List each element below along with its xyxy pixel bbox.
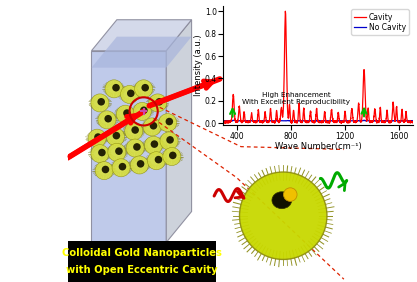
Line: No Cavity: No Cavity (223, 120, 413, 121)
Circle shape (98, 111, 116, 129)
Circle shape (94, 133, 102, 141)
No Cavity (405, 119, 410, 122)
Circle shape (144, 136, 163, 154)
Text: Colloidal Gold Nanoparticles: Colloidal Gold Nanoparticles (62, 248, 221, 258)
Circle shape (140, 107, 148, 114)
Circle shape (125, 122, 143, 140)
Text: with Open Eccentric Cavity: with Open Eccentric Cavity (66, 265, 218, 275)
Circle shape (133, 143, 141, 151)
Polygon shape (91, 51, 166, 243)
Circle shape (88, 129, 106, 147)
Y-axis label: Intensity (a.u.): Intensity (a.u.) (194, 35, 203, 96)
Circle shape (147, 152, 166, 170)
Circle shape (158, 114, 177, 132)
Circle shape (105, 80, 123, 98)
Circle shape (119, 163, 126, 170)
Circle shape (104, 115, 112, 122)
Circle shape (131, 156, 148, 174)
No Cavity (230, 119, 235, 122)
Circle shape (150, 122, 157, 129)
Circle shape (166, 118, 173, 125)
Circle shape (127, 90, 135, 97)
Circle shape (112, 84, 120, 91)
Circle shape (115, 147, 123, 155)
Circle shape (116, 105, 134, 123)
Circle shape (143, 118, 161, 136)
Cavity (223, 122, 228, 125)
Circle shape (106, 128, 124, 146)
Circle shape (239, 172, 327, 259)
Cavity (313, 117, 318, 120)
Cavity (410, 121, 415, 124)
Circle shape (98, 98, 105, 105)
No Cavity (370, 119, 375, 122)
Cavity (221, 120, 226, 123)
Circle shape (133, 102, 151, 120)
Circle shape (149, 94, 167, 112)
Circle shape (137, 160, 144, 168)
Circle shape (169, 152, 176, 159)
Cavity (405, 119, 410, 123)
No Cavity (313, 119, 318, 122)
Circle shape (284, 188, 297, 201)
Circle shape (141, 84, 149, 91)
Cavity (230, 96, 235, 100)
Polygon shape (91, 37, 191, 68)
No Cavity (410, 119, 415, 122)
Circle shape (126, 139, 144, 157)
Polygon shape (166, 20, 191, 243)
Cavity (370, 120, 375, 124)
Circle shape (123, 109, 131, 117)
No Cavity (405, 119, 410, 122)
Circle shape (121, 85, 138, 103)
X-axis label: Wave Number(cm⁻¹): Wave Number(cm⁻¹) (274, 142, 362, 151)
Circle shape (98, 149, 106, 156)
Circle shape (102, 166, 109, 173)
No Cavity (319, 119, 324, 123)
Circle shape (166, 136, 174, 144)
Ellipse shape (272, 192, 291, 209)
Text: High Enhancement
With Excellent Reproducibility: High Enhancement With Excellent Reproduc… (242, 92, 350, 105)
Circle shape (91, 145, 109, 163)
Circle shape (156, 98, 163, 105)
Circle shape (135, 80, 153, 98)
Circle shape (155, 156, 162, 163)
Cavity (308, 109, 313, 113)
Circle shape (112, 159, 130, 177)
Circle shape (108, 143, 126, 161)
Cavity (283, 10, 288, 13)
Circle shape (151, 140, 158, 148)
No Cavity (231, 118, 236, 122)
Circle shape (163, 147, 181, 166)
No Cavity (221, 119, 226, 122)
Circle shape (113, 132, 120, 139)
Legend: Cavity, No Cavity: Cavity, No Cavity (351, 10, 409, 35)
Line: Cavity: Cavity (223, 11, 413, 124)
Circle shape (160, 132, 178, 150)
Cavity (405, 120, 410, 124)
Circle shape (91, 94, 109, 112)
Polygon shape (91, 20, 191, 51)
Circle shape (131, 126, 139, 134)
No Cavity (308, 119, 313, 122)
Circle shape (95, 162, 113, 180)
Bar (68, 241, 216, 282)
